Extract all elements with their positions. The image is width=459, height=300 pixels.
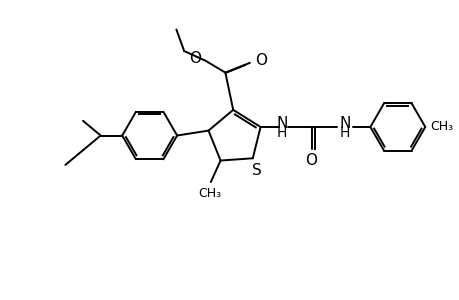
Text: S: S <box>251 163 261 178</box>
Text: O: O <box>305 153 317 168</box>
Text: N: N <box>338 116 350 130</box>
Text: H: H <box>339 126 349 140</box>
Text: O: O <box>254 53 266 68</box>
Text: O: O <box>189 51 201 66</box>
Text: CH₃: CH₃ <box>429 121 452 134</box>
Text: N: N <box>276 116 287 130</box>
Text: CH₃: CH₃ <box>198 187 221 200</box>
Text: H: H <box>276 126 287 140</box>
